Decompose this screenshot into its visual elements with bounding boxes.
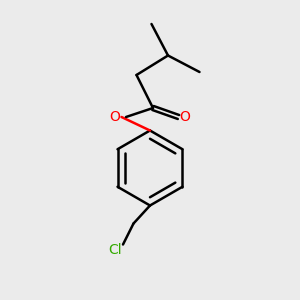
Text: O: O — [180, 110, 190, 124]
Text: O: O — [110, 110, 120, 124]
Text: Cl: Cl — [109, 244, 122, 257]
